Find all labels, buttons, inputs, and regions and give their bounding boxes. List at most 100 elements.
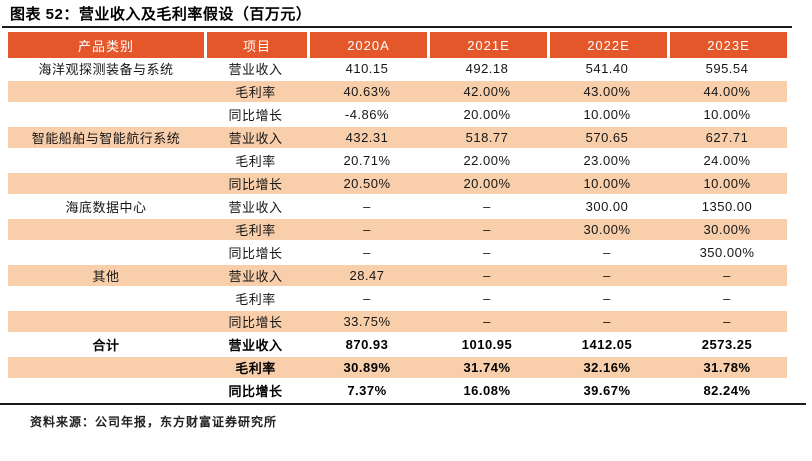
table-row: 同比增长 – – –350.00% (8, 242, 787, 265)
cell-value-2020a: 30.89% (307, 357, 427, 380)
cell-item: 毛利率 (204, 357, 307, 380)
cell-item: 营业收入 (204, 334, 307, 357)
cell-value-2022e: 30.00% (547, 219, 667, 242)
cell-category: 合计 (8, 334, 204, 357)
cell-value-2021e: 31.74% (427, 357, 547, 380)
cell-item: 毛利率 (204, 81, 307, 104)
table-row: 毛利率 – – – – (8, 288, 787, 311)
cell-category (8, 173, 204, 196)
cell-value-2023e: 350.00% (667, 242, 787, 265)
cell-value-2023e: – (667, 288, 787, 311)
cell-category (8, 311, 204, 334)
cell-value-2020a: 20.50% (307, 173, 427, 196)
cell-item: 毛利率 (204, 150, 307, 173)
cell-value-2021e: 42.00% (427, 81, 547, 104)
cell-category (8, 150, 204, 173)
table-row: 同比增长 20.50% 20.00% 10.00% 10.00% (8, 173, 787, 196)
cell-category: 海洋观探测装备与系统 (8, 58, 204, 81)
cell-value-2023e: 627.71 (667, 127, 787, 150)
cell-value-2023e: 10.00% (667, 173, 787, 196)
cell-value-2023e: 2573.25 (667, 334, 787, 357)
cell-category (8, 219, 204, 242)
cell-value-2022e: 43.00% (547, 81, 667, 104)
table-row: 智能船舶与智能航行系统 营业收入 432.31 518.77 570.65 627.71 (8, 127, 787, 150)
cell-value-2020a: 33.75% (307, 311, 427, 334)
column-header-category: 产品类别 (8, 32, 204, 58)
cell-item: 营业收入 (204, 127, 307, 150)
cell-item: 营业收入 (204, 265, 307, 288)
table-row: 同比增长 33.75% – – – (8, 311, 787, 334)
cell-value-2023e: 30.00% (667, 219, 787, 242)
cell-category (8, 288, 204, 311)
cell-value-2021e: 1010.95 (427, 334, 547, 357)
cell-value-2023e: 10.00% (667, 104, 787, 127)
cell-value-2023e: 595.54 (667, 58, 787, 81)
cell-category (8, 81, 204, 104)
cell-value-2023e: – (667, 311, 787, 334)
cell-item: 同比增长 (204, 173, 307, 196)
table-row: 海洋观探测装备与系统 营业收入 410.15 492.18 541.40 595.54 (8, 58, 787, 81)
cell-value-2021e: – (427, 242, 547, 265)
cell-value-2022e: 32.16% (547, 357, 667, 380)
cell-value-2022e: – (547, 242, 667, 265)
assumptions-table: 产品类别 项目 2020A 2021E 2022E 2023E 海洋观探测装备与… (8, 32, 787, 403)
cell-category: 其他 (8, 265, 204, 288)
cell-value-2020a: 432.31 (307, 127, 427, 150)
cell-value-2022e: 570.65 (547, 127, 667, 150)
cell-value-2020a: 410.15 (307, 58, 427, 81)
cell-item: 毛利率 (204, 219, 307, 242)
table-row: 同比增长 7.37% 16.08% 39.67% 82.24% (8, 380, 787, 403)
cell-value-2020a: – (307, 196, 427, 219)
cell-value-2020a: 40.63% (307, 81, 427, 104)
table-row: 毛利率 – –30.00% 30.00% (8, 219, 787, 242)
cell-value-2021e: 20.00% (427, 173, 547, 196)
cell-value-2020a: – (307, 242, 427, 265)
cell-value-2020a: – (307, 219, 427, 242)
cell-value-2021e: – (427, 265, 547, 288)
cell-category (8, 357, 204, 380)
cell-value-2022e: – (547, 265, 667, 288)
cell-value-2021e: – (427, 196, 547, 219)
table-row: 海底数据中心 营业收入 – –300.00 1350.00 (8, 196, 787, 219)
cell-value-2021e: – (427, 219, 547, 242)
column-header-2021e: 2021E (427, 32, 547, 58)
cell-item: 同比增长 (204, 242, 307, 265)
cell-item: 营业收入 (204, 196, 307, 219)
header-row: 产品类别 项目 2020A 2021E 2022E 2023E (8, 32, 787, 58)
cell-value-2022e: 23.00% (547, 150, 667, 173)
column-header-2020a: 2020A (307, 32, 427, 58)
bottom-rule (0, 403, 806, 405)
table-row: 其他 营业收入 28.47– – – (8, 265, 787, 288)
table-row: 同比增长 -4.86% 20.00% 10.00% 10.00% (8, 104, 787, 127)
cell-value-2023e: 82.24% (667, 380, 787, 403)
cell-category (8, 104, 204, 127)
cell-value-2020a: -4.86% (307, 104, 427, 127)
cell-value-2020a: 7.37% (307, 380, 427, 403)
cell-category (8, 380, 204, 403)
source-note: 资料来源：公司年报，东方财富证券研究所 (30, 415, 278, 429)
cell-item: 营业收入 (204, 58, 307, 81)
cell-value-2022e: – (547, 311, 667, 334)
cell-value-2021e: 22.00% (427, 150, 547, 173)
cell-category: 智能船舶与智能航行系统 (8, 127, 204, 150)
cell-category: 海底数据中心 (8, 196, 204, 219)
table-row: 毛利率 20.71% 22.00% 23.00% 24.00% (8, 150, 787, 173)
cell-value-2022e: 541.40 (547, 58, 667, 81)
column-header-2023e: 2023E (667, 32, 787, 58)
cell-value-2021e: 16.08% (427, 380, 547, 403)
figure-title: 图表 52：营业收入及毛利率假设（百万元） (2, 0, 792, 28)
cell-value-2020a: 20.71% (307, 150, 427, 173)
cell-value-2022e: 10.00% (547, 104, 667, 127)
cell-item: 同比增长 (204, 380, 307, 403)
cell-value-2022e: 1412.05 (547, 334, 667, 357)
cell-value-2021e: 20.00% (427, 104, 547, 127)
cell-value-2022e: 39.67% (547, 380, 667, 403)
cell-value-2023e: 1350.00 (667, 196, 787, 219)
cell-value-2023e: 44.00% (667, 81, 787, 104)
cell-item: 毛利率 (204, 288, 307, 311)
cell-value-2021e: – (427, 288, 547, 311)
cell-item: 同比增长 (204, 311, 307, 334)
column-header-2022e: 2022E (547, 32, 667, 58)
cell-value-2022e: 300.00 (547, 196, 667, 219)
